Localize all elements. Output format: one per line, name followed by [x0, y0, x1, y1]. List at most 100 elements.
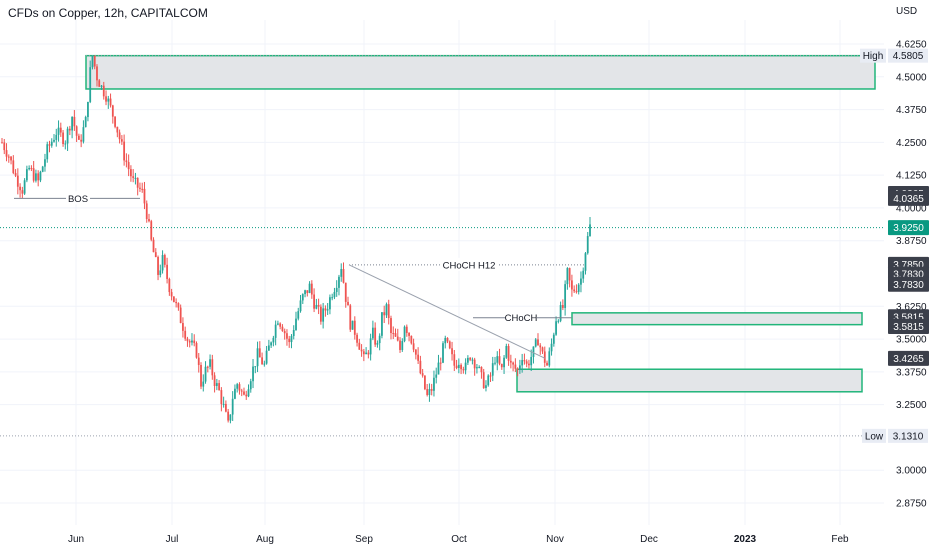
candle-body-66 — [150, 221, 153, 240]
candle-body-28 — [64, 143, 67, 145]
candle-body-211 — [478, 366, 481, 368]
candle-body-42 — [96, 66, 98, 81]
candle-body-95 — [215, 383, 218, 386]
candle-body-155 — [351, 320, 354, 330]
candle-body-27 — [62, 132, 64, 145]
candle-body-78 — [177, 303, 180, 308]
candle-body-107 — [243, 391, 245, 395]
candle-body-104 — [236, 384, 239, 389]
candle-body-4 — [10, 156, 12, 161]
candle-body-40 — [91, 55, 94, 68]
candle-body-82 — [186, 338, 189, 342]
candle-body-213 — [482, 372, 485, 389]
candle-body-46 — [105, 96, 107, 102]
candle-body-33 — [75, 126, 78, 136]
candle-body-199 — [451, 348, 453, 355]
candle-body-101 — [229, 414, 232, 421]
candle-body-143 — [324, 308, 327, 311]
candle-body-183 — [414, 349, 417, 355]
candle-body-159 — [360, 349, 363, 352]
candle-body-225 — [509, 360, 512, 363]
candle-body-98 — [222, 403, 225, 405]
candle-body-43 — [98, 80, 101, 87]
candle-body-20 — [46, 144, 49, 160]
candle-body-251 — [568, 268, 571, 281]
candle-body-256 — [580, 278, 582, 285]
candle-body-203 — [460, 364, 462, 370]
candle-body-205 — [464, 362, 467, 371]
candle-body-181 — [410, 335, 413, 344]
candle-body-176 — [399, 340, 401, 350]
candle-body-244 — [552, 334, 555, 344]
candle-body-26 — [59, 127, 62, 133]
x-tick-1: Jul — [166, 534, 179, 545]
candle-body-94 — [213, 375, 216, 386]
candle-body-142 — [322, 308, 325, 322]
candle-body-178 — [403, 326, 406, 342]
candle-body-116 — [263, 363, 266, 365]
candle-body-215 — [487, 375, 490, 386]
candle-body-56 — [127, 162, 130, 170]
candle-body-228 — [516, 368, 519, 370]
candle-body-19 — [44, 159, 46, 167]
y-tick-10: 3.2500 — [896, 400, 927, 411]
candle-body-247 — [559, 305, 562, 321]
candle-body-210 — [476, 367, 478, 369]
chart-title: CFDs on Copper, 12h, CAPITALCOM — [8, 6, 208, 20]
candle-body-55 — [125, 160, 128, 163]
candle-body-136 — [308, 283, 311, 293]
candle-body-44 — [100, 85, 103, 87]
candle-body-168 — [381, 312, 383, 336]
grid — [0, 20, 884, 525]
zone-2 — [516, 368, 863, 393]
y-tick-8: 3.5000 — [896, 335, 927, 346]
candle-body-79 — [179, 307, 182, 324]
candle-body-74 — [168, 278, 171, 293]
candle-body-9 — [21, 190, 24, 194]
candle-body-128 — [290, 336, 293, 343]
price-tag-bg-4 — [888, 276, 929, 292]
y-tick-1: 4.5000 — [896, 72, 927, 83]
high-label-bg — [860, 48, 886, 63]
candle-body-224 — [507, 346, 510, 361]
candle-body-58 — [132, 176, 135, 178]
choch-h12-label-bg — [440, 257, 498, 271]
price-axis: USD 4.6250 4.5000 4.3750 4.2500 4.1250 4.0000 3… — [860, 6, 929, 510]
candle-body-129 — [292, 330, 295, 337]
candle-body-88 — [200, 364, 202, 387]
time-axis: Jun Jul Aug Sep Oct Nov Dec 2023 Feb — [68, 534, 849, 545]
candle-body-200 — [453, 354, 456, 366]
candle-body-190 — [430, 389, 433, 391]
candle-body-148 — [335, 287, 338, 292]
candle-body-67 — [152, 239, 155, 253]
candle-body-242 — [548, 351, 551, 366]
x-tick-6: Dec — [640, 534, 658, 545]
candle-body-15 — [35, 173, 37, 181]
x-tick-0: Jun — [68, 534, 84, 545]
candle-body-218 — [494, 362, 496, 364]
candle-body-50 — [114, 116, 116, 127]
candle-body-144 — [326, 309, 329, 311]
choch-label: CHoCH — [505, 313, 538, 324]
candles — [1, 55, 591, 424]
candle-body-80 — [182, 323, 184, 331]
price-tag-bg-1 — [888, 190, 929, 206]
candle-body-233 — [528, 363, 530, 366]
candle-body-180 — [408, 332, 410, 336]
candle-body-85 — [193, 340, 196, 344]
candle-body-39 — [89, 67, 92, 102]
candle-body-222 — [503, 357, 505, 368]
candle-body-17 — [39, 171, 42, 181]
candle-body-34 — [77, 135, 80, 140]
price-tag-7: 3.4265 — [893, 354, 924, 365]
candle-body-235 — [532, 346, 535, 357]
candle-body-103 — [234, 388, 236, 399]
choch-label-bg — [505, 310, 537, 324]
candle-body-202 — [457, 364, 460, 368]
candle-body-89 — [202, 381, 205, 387]
candle-body-32 — [73, 116, 76, 127]
candle-body-232 — [525, 361, 528, 364]
candle-body-234 — [530, 356, 533, 366]
candle-body-160 — [362, 351, 365, 355]
